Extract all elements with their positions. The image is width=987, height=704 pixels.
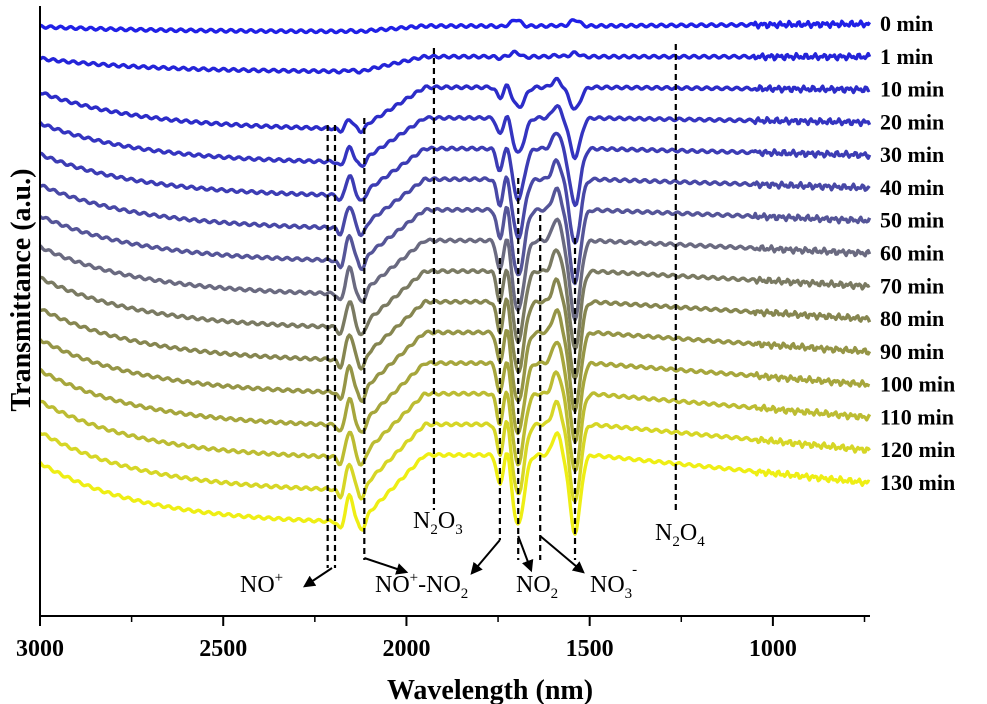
series-labels: 0 min 1 min 10 min 20 min 30 min 40 min 50 min… — [880, 11, 955, 495]
annotation-label: N2O4 — [655, 520, 705, 550]
annotation-label: NO+ — [240, 570, 283, 598]
annotation-arrow — [303, 567, 333, 588]
series-line — [38, 104, 872, 169]
x-tick-label: 2500 — [199, 636, 247, 662]
vertical-markers — [326, 44, 677, 568]
annotation-label: NO+-NO2 — [375, 570, 468, 602]
x-tick-label: 3000 — [16, 636, 64, 662]
series-label: 80 min — [880, 306, 944, 331]
series-label: 0 min — [880, 11, 933, 36]
annotations: NO+ NO+-NO2 N2O3 NO2 NO3- N2O4 — [240, 508, 705, 602]
series-line — [39, 49, 872, 75]
x-tick-label: 1500 — [566, 636, 614, 662]
series-label: 30 min — [880, 142, 944, 167]
series-label: 1 min — [880, 44, 933, 69]
series-label: 40 min — [880, 175, 944, 200]
series-line — [39, 248, 871, 351]
series-line — [38, 217, 872, 322]
annotation-label: NO2 — [516, 572, 558, 602]
series-label: 20 min — [880, 109, 944, 134]
x-tick-label: 1000 — [749, 636, 797, 662]
x-ticks: 3000 2500 2000 1500 1000 — [16, 616, 866, 662]
series-label: 130 min — [880, 470, 955, 495]
series-label: 110 min — [880, 404, 954, 429]
annotation-arrow — [539, 535, 585, 574]
annotation-label: N2O3 — [413, 508, 463, 538]
series-label: 50 min — [880, 208, 944, 233]
y-axis-title: Transmittance (a.u.) — [6, 169, 37, 412]
annotation-arrow — [363, 557, 409, 575]
series-label: 70 min — [880, 273, 944, 298]
series-line — [38, 186, 872, 286]
series-label: 120 min — [880, 437, 955, 462]
series-line — [39, 76, 871, 135]
series-line — [39, 158, 871, 245]
x-axis-title: Wavelength (nm) — [387, 675, 593, 704]
annotation-arrow — [470, 539, 501, 575]
series-line — [39, 18, 872, 35]
series-line — [39, 399, 871, 504]
x-tick-label: 2000 — [382, 636, 430, 662]
series-label: 10 min — [880, 77, 944, 102]
series-line — [39, 370, 872, 473]
series-lines — [38, 18, 872, 536]
series-label: 90 min — [880, 339, 944, 364]
series-line — [38, 431, 871, 536]
annotation-arrow — [517, 535, 534, 573]
series-label: 60 min — [880, 241, 944, 266]
annotation-label: NO3- — [590, 562, 637, 602]
series-line — [38, 308, 872, 413]
series-line — [39, 131, 872, 208]
series-line — [39, 340, 871, 444]
series-line — [39, 277, 872, 381]
series-label: 100 min — [880, 372, 955, 397]
axes — [39, 6, 870, 617]
